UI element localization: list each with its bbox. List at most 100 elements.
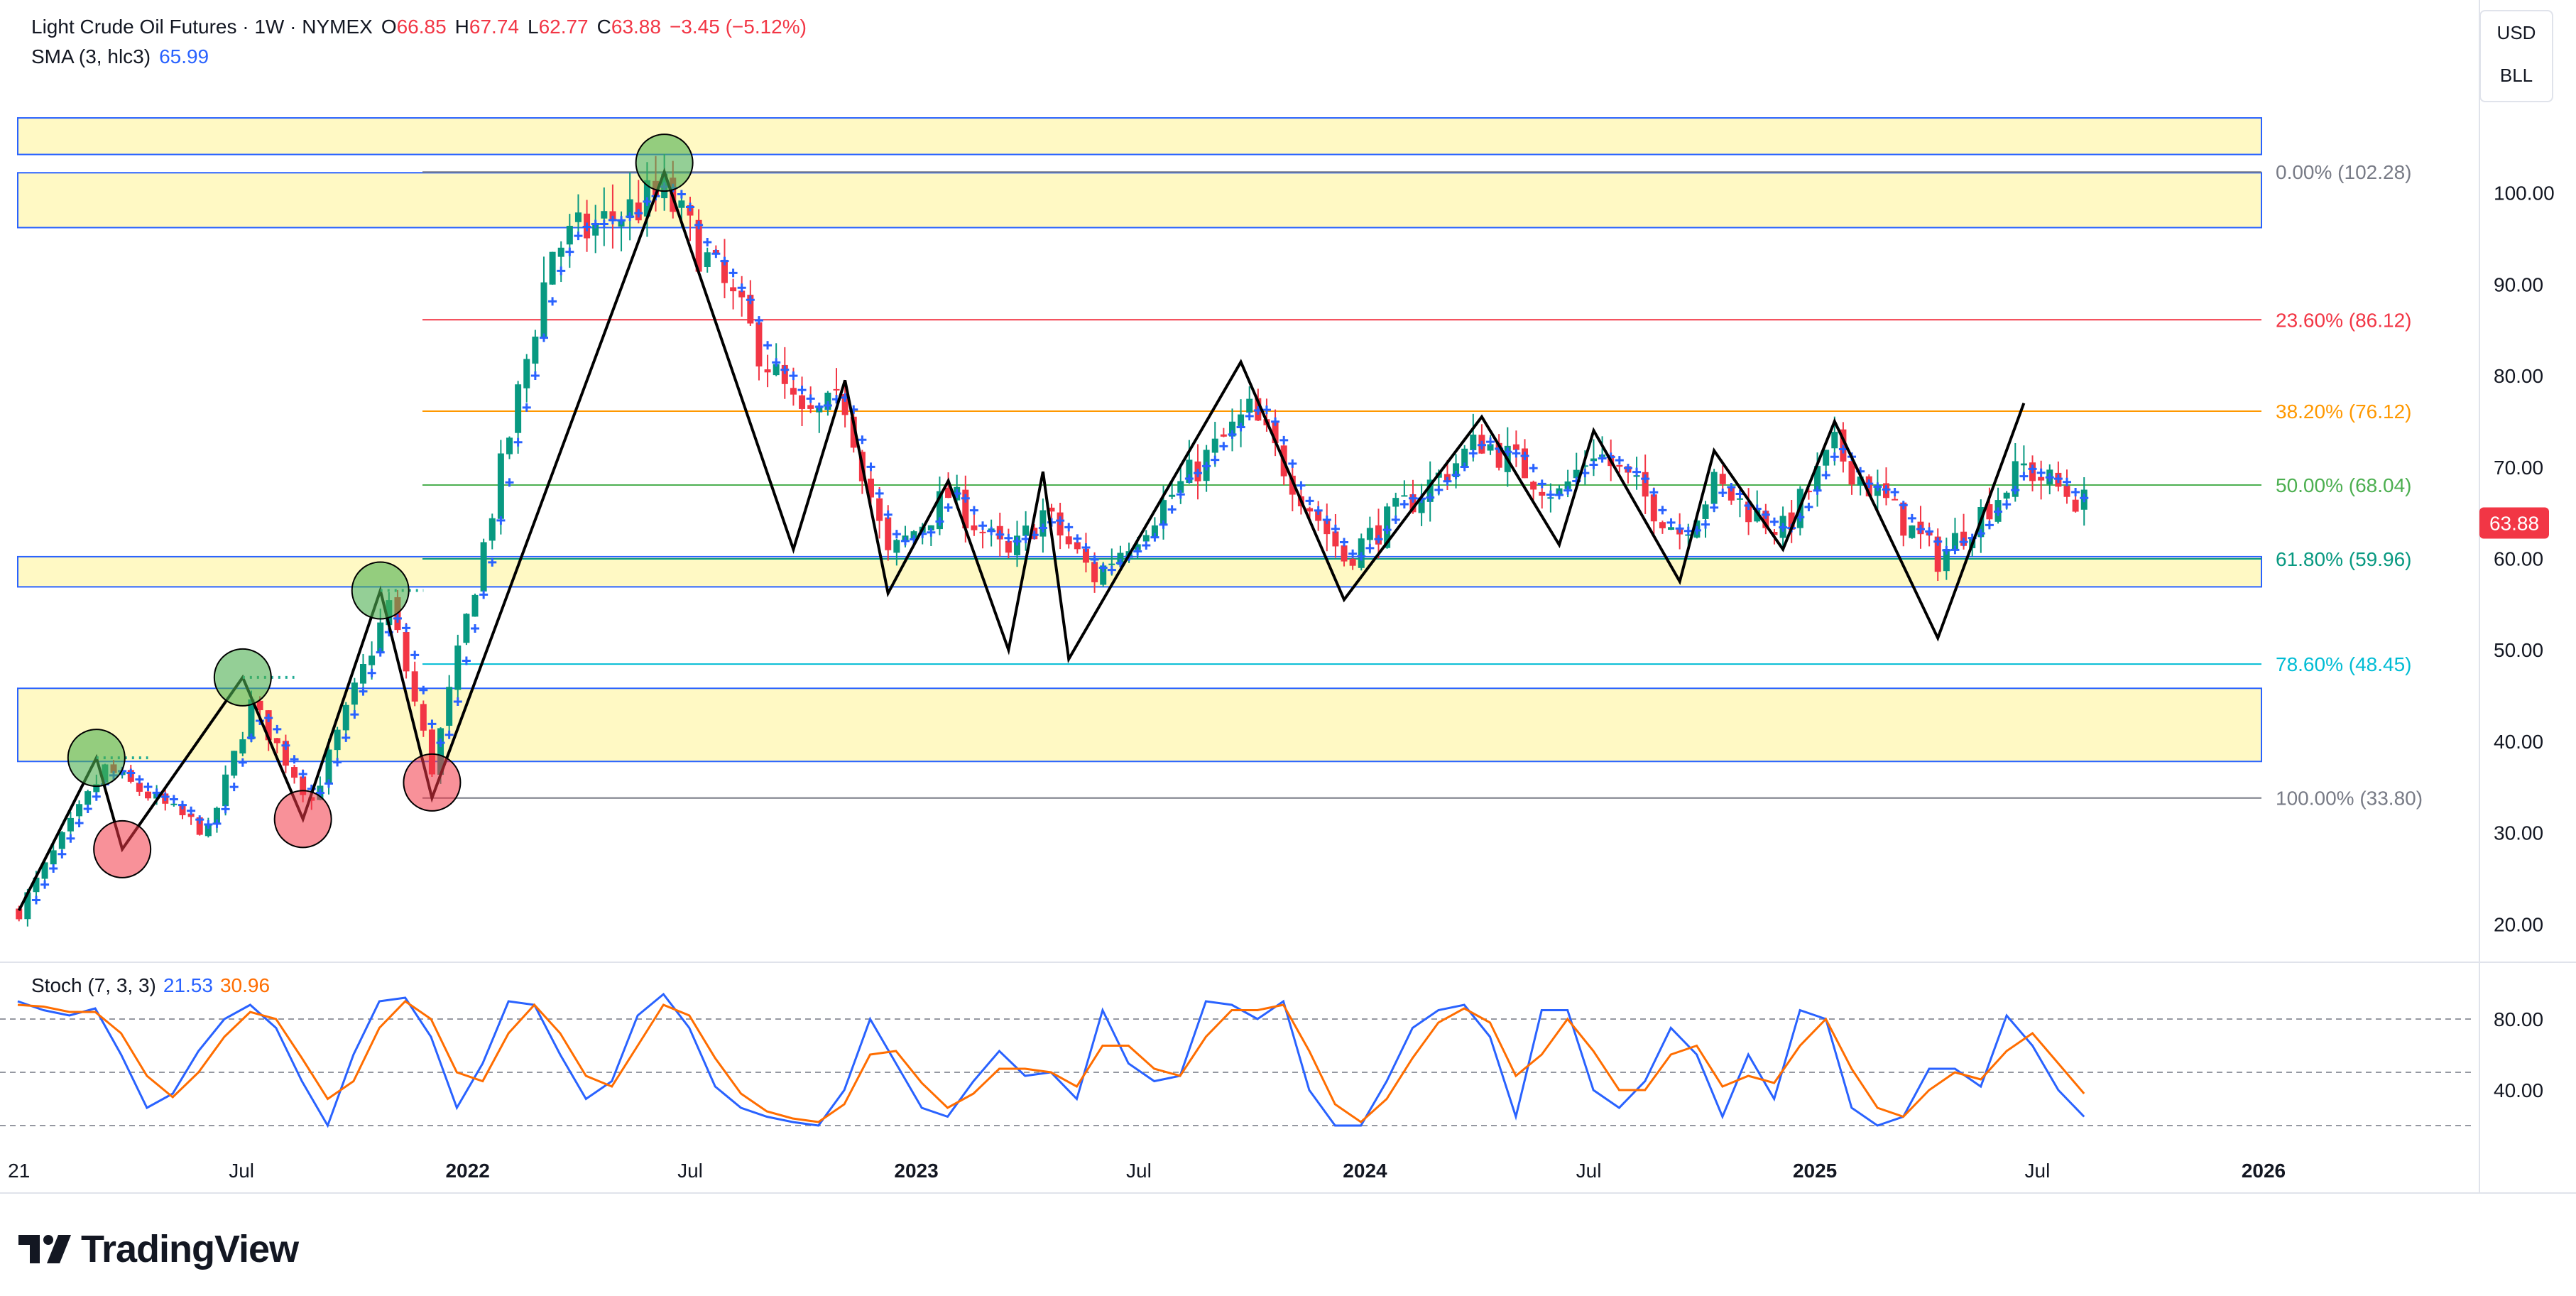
- sma-marker: [823, 401, 832, 410]
- sma-marker: [479, 590, 489, 599]
- price-axis-tick: 50.00: [2494, 639, 2543, 661]
- sma-marker: [1683, 526, 1693, 535]
- candle-body: [540, 282, 547, 337]
- sma-marker: [574, 232, 583, 241]
- sma-marker: [1546, 490, 1555, 499]
- sma-marker: [2011, 486, 2020, 495]
- sma-marker: [1305, 496, 1314, 506]
- sma-marker: [1477, 440, 1486, 450]
- sma-marker: [49, 864, 58, 873]
- candle-body: [1100, 565, 1107, 585]
- candle-body: [187, 813, 195, 817]
- sma-marker: [1821, 471, 1830, 480]
- sma-marker: [1107, 565, 1116, 575]
- stoch-d-line: [17, 1000, 2085, 1123]
- sma-marker: [1443, 477, 1452, 486]
- sma-marker: [1056, 516, 1065, 526]
- candle-body: [359, 664, 366, 684]
- sma-marker: [935, 517, 944, 526]
- sma-marker: [1202, 462, 1211, 471]
- sma-marker: [419, 685, 428, 695]
- fib-level-label: 23.60% (86.12): [2276, 309, 2411, 331]
- candle-body: [704, 252, 711, 267]
- candle-body: [927, 525, 934, 530]
- candle-body: [204, 824, 212, 837]
- symbol-title[interactable]: Light Crude Oil Futures · 1W · NYMEX: [31, 16, 373, 38]
- candle-body: [136, 783, 143, 792]
- candle-body: [1530, 481, 1537, 490]
- currency-label[interactable]: USD: [2496, 22, 2536, 43]
- unit-label[interactable]: BLL: [2499, 65, 2533, 86]
- candle-body: [773, 364, 780, 376]
- candle-body: [1108, 563, 1115, 565]
- candle-body: [170, 803, 178, 805]
- candle-body: [523, 359, 530, 388]
- pivot-high-marker: [67, 729, 126, 788]
- sma-marker: [1073, 534, 1082, 543]
- sma-marker: [1322, 516, 1331, 525]
- close-value: 63.88: [611, 16, 661, 38]
- sma-marker: [1081, 543, 1091, 552]
- candle-body: [1065, 536, 1072, 545]
- candle-body: [1220, 434, 1227, 437]
- candle-body: [248, 699, 255, 740]
- sma-marker: [883, 510, 893, 519]
- sma-marker: [31, 895, 40, 905]
- sma-marker: [2019, 472, 2029, 481]
- sma-marker: [599, 219, 608, 229]
- sma-marker: [342, 733, 351, 742]
- unit-selector[interactable]: USD BLL: [2479, 10, 2553, 102]
- sma-marker: [1830, 452, 1839, 462]
- indicator-value: 65.99: [159, 45, 209, 67]
- fib-level-label: 0.00% (102.28): [2276, 161, 2411, 183]
- sma-marker: [58, 849, 67, 859]
- sma-marker: [333, 758, 342, 767]
- sma-marker: [229, 783, 239, 792]
- candle-body: [411, 671, 418, 702]
- sma-marker: [969, 506, 978, 515]
- candle-body: [506, 437, 513, 454]
- candle-body: [1453, 463, 1460, 477]
- change-value: −3.45 (−5.12%): [669, 16, 807, 38]
- candle-body: [480, 542, 487, 592]
- sma-marker: [1658, 506, 1667, 515]
- sma-marker: [505, 478, 514, 487]
- sma-marker: [1632, 467, 1642, 477]
- candle-body: [454, 646, 462, 690]
- brand-logo[interactable]: TradingView: [18, 1227, 299, 1271]
- sma-marker: [178, 800, 187, 810]
- sma-marker: [488, 557, 497, 567]
- sma-marker: [1167, 505, 1177, 514]
- candle-body: [463, 614, 470, 643]
- price-axis-tick: 20.00: [2494, 913, 2543, 935]
- stoch-legend[interactable]: Stoch (7, 3, 3) 21.53 30.96: [31, 974, 270, 997]
- sma-marker: [402, 624, 411, 633]
- candle-body: [592, 223, 599, 236]
- candle-body: [489, 518, 496, 541]
- candle-body: [1039, 510, 1047, 537]
- candle-body: [695, 219, 702, 272]
- sma-marker: [1374, 535, 1383, 544]
- candle-body: [1710, 472, 1718, 504]
- candle-body: [1900, 502, 1907, 536]
- sma-marker: [617, 216, 626, 225]
- sma-marker: [1331, 524, 1340, 533]
- sma-marker: [1228, 430, 1237, 439]
- price-axis-tick: 40.00: [2494, 731, 2543, 753]
- candle-body: [2072, 499, 2079, 512]
- sma-marker: [350, 710, 359, 719]
- candle-body: [910, 531, 917, 539]
- sma-marker: [1882, 485, 1891, 494]
- sma-marker: [797, 386, 807, 395]
- candle-body: [256, 700, 263, 711]
- candle-body: [1228, 421, 1235, 437]
- candle-body: [1788, 512, 1795, 530]
- candle-body: [1401, 495, 1408, 497]
- candle-body: [222, 774, 229, 807]
- sma-marker: [1985, 521, 1994, 530]
- indicator-legend[interactable]: SMA (3, hlc3) 65.99: [31, 45, 209, 68]
- sma-marker: [1348, 549, 1358, 558]
- candle-body: [1848, 461, 1855, 485]
- sma-marker: [1159, 520, 1168, 529]
